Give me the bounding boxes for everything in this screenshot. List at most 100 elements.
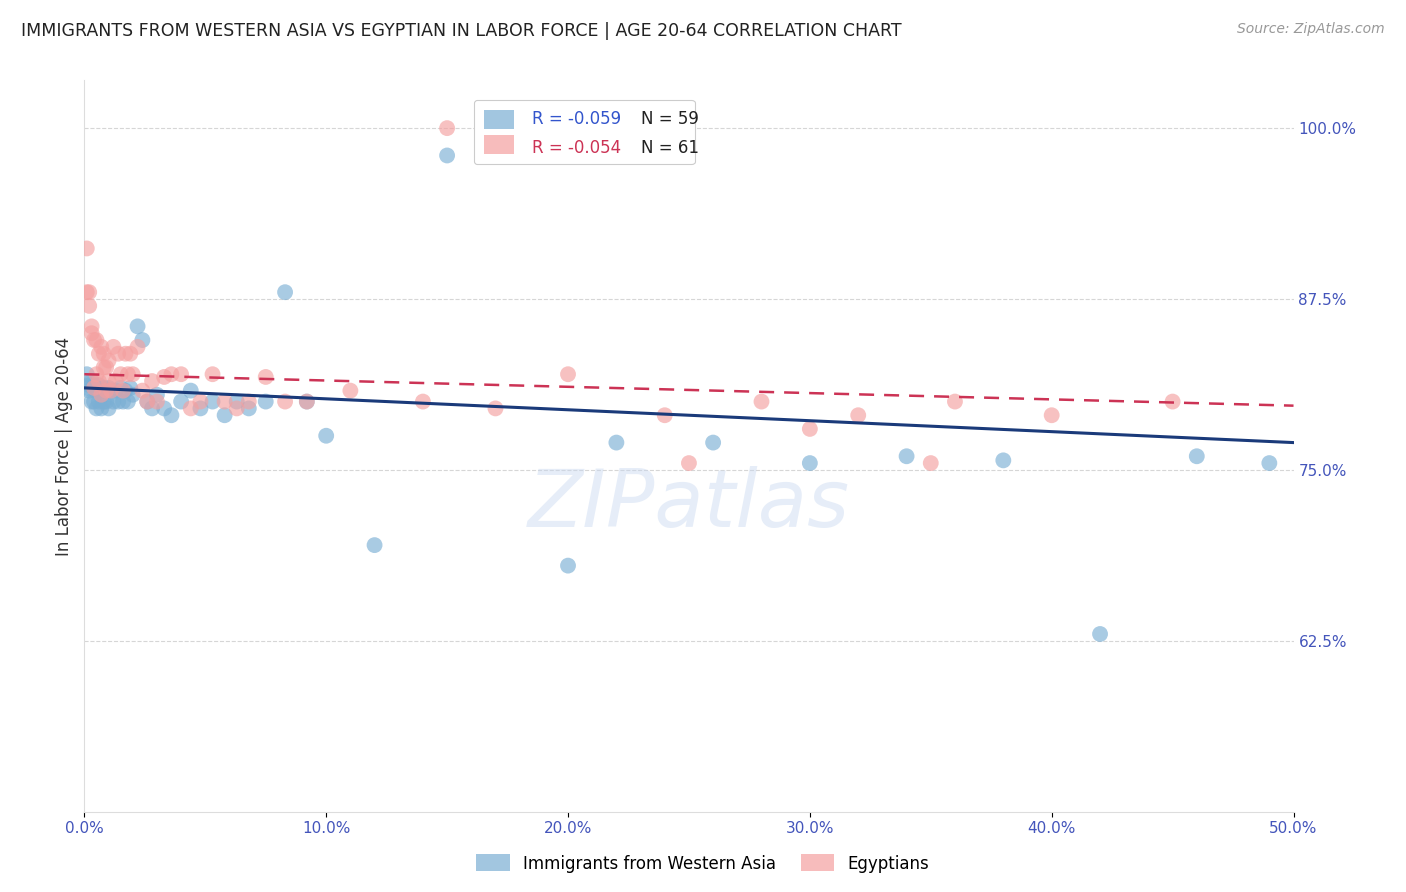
Point [131,333,153,347]
Point [97,353,120,368]
Point [100,384,122,398]
Point [799,422,821,436]
Point [94,394,117,409]
Point [170,394,193,409]
Text: IMMIGRANTS FROM WESTERN ASIA VS EGYPTIAN IN LABOR FORCE | AGE 20-64 CORRELATION : IMMIGRANTS FROM WESTERN ASIA VS EGYPTIAN… [21,22,901,40]
Point [412,394,434,409]
Point [112,384,135,398]
Point [121,388,143,402]
Point [77,299,100,313]
Point [436,148,458,162]
Point [160,409,183,423]
Point [77,384,100,398]
Point [214,394,236,409]
Text: N = 59: N = 59 [641,110,699,128]
Point [1040,409,1063,423]
Point [557,558,579,573]
Point [846,409,869,423]
Point [315,429,337,443]
Point [484,401,506,416]
Point [104,374,127,388]
Point [1088,627,1111,641]
Point [141,401,163,416]
Point [107,394,129,409]
Point [127,319,149,334]
Text: N = 61: N = 61 [641,138,699,157]
Point [153,401,176,416]
Point [190,401,212,416]
Point [201,368,224,382]
Y-axis label: In Labor Force | Age 20-64: In Labor Force | Age 20-64 [55,336,73,556]
Point [90,340,112,354]
Point [201,394,224,409]
Point [702,435,724,450]
Point [97,401,120,416]
Point [93,394,115,409]
Point [90,401,112,416]
Point [87,378,110,392]
Point [654,409,676,423]
Point [94,384,117,398]
Point [141,374,163,388]
Point [190,394,212,409]
Point [76,285,98,300]
Point [799,456,821,470]
Point [117,394,139,409]
Point [127,340,149,354]
Point [131,384,153,398]
Point [136,394,159,409]
Point [920,456,942,470]
Point [83,394,105,409]
Point [1161,394,1184,409]
Point [751,394,773,409]
Point [1185,449,1208,463]
Point [76,381,98,395]
Point [83,381,105,395]
Point [86,384,108,398]
Point [114,347,136,361]
Point [76,368,98,382]
Point [295,394,318,409]
Point [94,384,117,398]
Point [83,333,105,347]
Point [896,449,918,463]
Point [117,368,139,382]
Point [1258,456,1281,470]
Point [86,368,108,382]
Point [77,378,100,392]
Point [180,384,202,398]
Point [112,394,135,409]
Point [121,368,143,382]
Point [160,368,183,382]
Point [254,394,277,409]
Point [146,394,169,409]
Point [146,388,169,402]
Point [110,381,132,395]
Point [120,381,142,395]
Point [86,333,108,347]
Text: Source: ZipAtlas.com: Source: ZipAtlas.com [1237,22,1385,37]
Point [94,360,117,375]
Text: ZIPatlas: ZIPatlas [527,466,851,543]
Point [114,384,136,398]
Point [97,374,120,388]
Point [295,394,318,409]
Legend: Immigrants from Western Asia, Egyptians: Immigrants from Western Asia, Egyptians [470,847,936,880]
Point [678,456,700,470]
Point [254,370,277,384]
Point [80,326,103,341]
Point [86,401,108,416]
Point [436,121,458,136]
Point [104,384,127,398]
Point [107,347,129,361]
Point [180,401,202,416]
Point [80,319,103,334]
Point [90,384,112,398]
Point [605,435,627,450]
Point [120,347,142,361]
Point [993,453,1015,467]
Point [90,388,112,402]
Point [238,394,260,409]
Point [83,378,105,392]
Point [80,374,103,388]
